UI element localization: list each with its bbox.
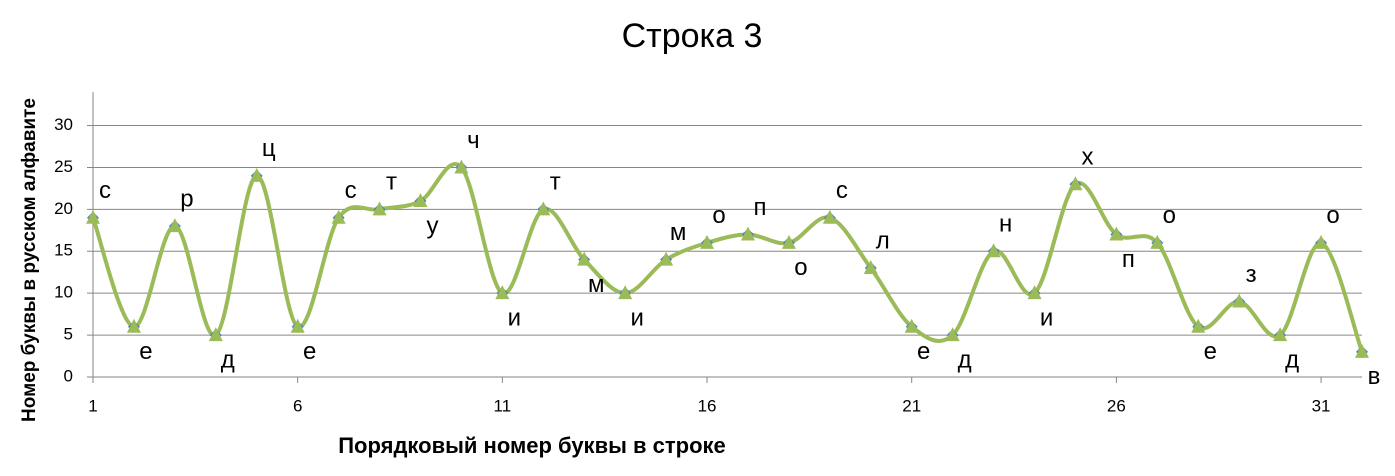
point-label: о (794, 254, 807, 281)
point-label: в (1368, 363, 1381, 390)
x-tick-label: 6 (293, 396, 302, 415)
point-label: н (999, 211, 1012, 238)
point-marker (1068, 176, 1083, 191)
x-tick-label: 21 (902, 396, 921, 415)
point-label: м (588, 271, 605, 298)
point-marker (1027, 285, 1042, 300)
point-marker (822, 209, 837, 224)
point-marker (740, 226, 755, 241)
y-tick-label: 15 (54, 241, 73, 260)
point-marker (986, 243, 1001, 258)
x-axis-title: Порядковый номер буквы в строке (338, 433, 726, 458)
point-marker (1314, 234, 1329, 249)
point-label: т (386, 169, 397, 196)
point-label: т (550, 169, 561, 196)
point-label: д (1285, 346, 1299, 373)
point-label: п (753, 194, 766, 221)
point-label: о (712, 202, 725, 229)
point-label: п (1122, 246, 1135, 273)
point-label: д (221, 346, 235, 373)
point-marker (413, 192, 428, 207)
point-marker (863, 260, 878, 275)
point-label: ч (467, 127, 480, 154)
chart-title: Строка 3 (622, 17, 763, 55)
point-label: ц (262, 135, 276, 162)
point-marker (945, 327, 960, 342)
point-label: е (917, 338, 930, 365)
y-tick-label: 25 (54, 157, 73, 176)
point-label: е (1204, 338, 1217, 365)
point-marker (126, 318, 141, 333)
point-marker (659, 251, 674, 266)
point-label: с (345, 177, 357, 204)
y-tick-label: 30 (54, 115, 73, 134)
point-label: и (1040, 305, 1053, 332)
point-marker (208, 327, 223, 342)
x-tick-label: 11 (494, 396, 512, 415)
point-label: е (139, 338, 152, 365)
x-tick-label: 16 (698, 396, 717, 415)
point-marker (618, 285, 633, 300)
point-marker (904, 318, 919, 333)
point-marker (290, 318, 305, 333)
point-marker (1150, 234, 1165, 249)
point-marker (249, 167, 264, 182)
point-label: з (1246, 261, 1257, 288)
y-tick-label: 0 (64, 366, 73, 385)
point-label: с (99, 177, 111, 204)
x-tick-label: 26 (1107, 396, 1126, 415)
point-marker (495, 285, 510, 300)
y-tick-label: 20 (54, 199, 73, 218)
point-marker (700, 234, 715, 249)
point-marker (1355, 343, 1369, 358)
point-marker (577, 251, 592, 266)
point-label: и (508, 305, 521, 332)
point-marker (1109, 226, 1124, 241)
point-marker (1232, 293, 1247, 308)
point-marker (454, 159, 469, 174)
point-label: с (836, 177, 848, 204)
x-tick-label: 1 (88, 396, 97, 415)
y-axis-title: Номер буквы в русском алфавите (19, 98, 40, 422)
point-marker (167, 218, 182, 233)
point-marker (536, 201, 551, 216)
point-label: д (958, 346, 972, 373)
x-tick-label: 31 (1312, 396, 1331, 415)
point-label: о (1326, 202, 1339, 229)
point-marker (372, 201, 387, 216)
point-marker (1273, 327, 1288, 342)
point-marker (1191, 318, 1206, 333)
point-label: р (180, 185, 193, 212)
series-line (91, 162, 1364, 353)
point-label: о (1163, 202, 1176, 229)
y-tick-label: 10 (54, 283, 73, 302)
point-label: и (630, 305, 643, 332)
y-tick-label: 5 (64, 325, 73, 344)
point-marker (331, 209, 346, 224)
point-marker (781, 234, 796, 249)
point-label: у (426, 212, 438, 239)
point-label: е (303, 338, 316, 365)
point-label: м (670, 219, 687, 246)
point-label: х (1081, 144, 1093, 171)
point-marker (86, 209, 100, 224)
point-label: л (876, 227, 890, 254)
